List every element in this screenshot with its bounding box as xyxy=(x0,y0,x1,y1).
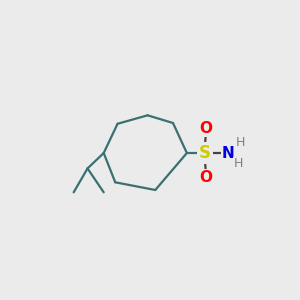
Text: O: O xyxy=(200,170,213,185)
Text: S: S xyxy=(199,144,211,162)
Text: H: H xyxy=(235,136,245,149)
Text: H: H xyxy=(234,157,243,170)
Text: N: N xyxy=(222,146,235,160)
Text: O: O xyxy=(200,121,213,136)
